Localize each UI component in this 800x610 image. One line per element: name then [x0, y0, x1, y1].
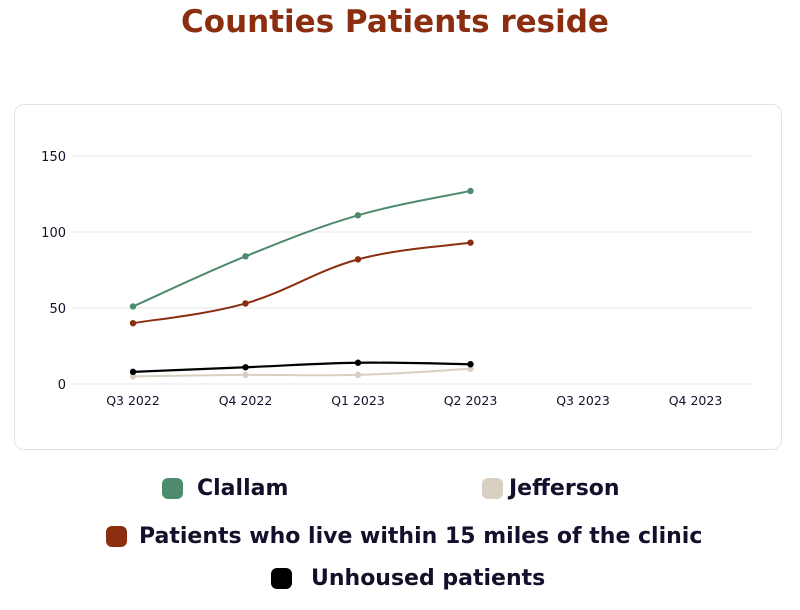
data-point[interactable]	[354, 256, 362, 263]
data-point[interactable]	[129, 303, 137, 310]
data-point[interactable]	[467, 365, 474, 372]
legend-swatch-icon	[482, 478, 503, 499]
legend-item-jefferson[interactable]: Jefferson	[482, 476, 620, 501]
legend-item-within-15-miles[interactable]: Patients who live within 15 miles of the…	[106, 524, 702, 549]
data-point[interactable]	[467, 187, 474, 195]
x-tick-label: Q3 2023	[556, 393, 610, 408]
data-point[interactable]	[129, 368, 137, 376]
series-unhoused-patients	[129, 359, 474, 376]
legend-label: Clallam	[197, 476, 289, 501]
data-point[interactable]	[129, 320, 137, 327]
series-line	[132, 189, 471, 308]
data-point[interactable]	[467, 361, 474, 368]
y-tick-label: 150	[41, 150, 66, 165]
data-point[interactable]	[129, 373, 137, 380]
x-tick-label: Q2 2023	[444, 393, 498, 408]
x-tick-label: Q4 2023	[669, 393, 723, 408]
legend-swatch-icon	[162, 478, 183, 499]
x-axis-ticks: Q3 2022 Q4 2022 Q1 2023 Q2 2023 Q3 2023 Q4 20…	[106, 393, 722, 408]
legend-label: Patients who live within 15 miles of the…	[139, 524, 703, 549]
legend-label: Jefferson	[509, 476, 620, 501]
x-tick-label: Q4 2022	[219, 393, 273, 408]
data-point[interactable]	[242, 253, 249, 260]
y-tick-label: 0	[58, 378, 66, 393]
legend-item-unhoused[interactable]: Unhoused patients	[271, 566, 545, 591]
data-point[interactable]	[354, 371, 362, 379]
data-point[interactable]	[354, 359, 362, 366]
data-point[interactable]	[242, 364, 249, 371]
y-tick-label: 100	[41, 226, 66, 241]
legend-swatch-icon	[271, 568, 292, 589]
series-clallam	[129, 187, 474, 310]
series-line	[132, 361, 471, 373]
series-patients-who-live-within-15-miles-of-the-clinic	[129, 239, 474, 327]
legend-item-clallam[interactable]: Clallam	[162, 476, 288, 501]
chart-title: Counties Patients reside	[181, 4, 609, 40]
chart-card	[14, 104, 782, 450]
series-lines	[129, 187, 474, 380]
y-axis-ticks: 0 50 100 150	[41, 150, 66, 393]
gridlines	[73, 155, 752, 385]
data-point[interactable]	[242, 371, 249, 379]
legend-label: Unhoused patients	[311, 566, 546, 591]
y-tick-label: 50	[49, 302, 66, 317]
legend-swatch-icon	[106, 526, 127, 547]
data-point[interactable]	[467, 239, 474, 246]
data-point[interactable]	[242, 300, 249, 307]
x-tick-label: Q3 2022	[106, 393, 160, 408]
x-tick-label: Q1 2023	[331, 393, 385, 408]
data-point[interactable]	[354, 212, 362, 219]
series-jefferson	[129, 365, 474, 380]
series-line	[132, 241, 471, 325]
series-line	[132, 367, 471, 378]
